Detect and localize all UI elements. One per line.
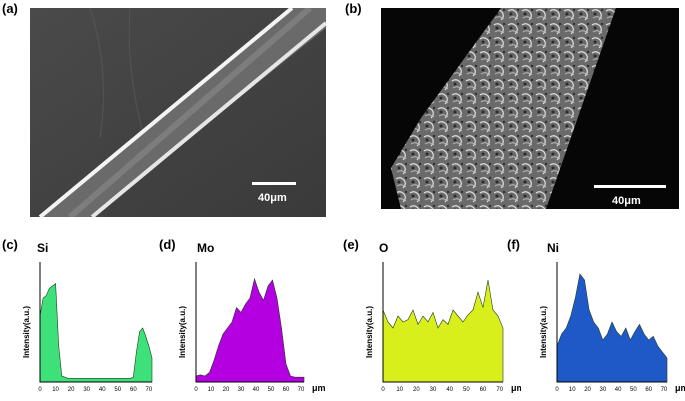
scale-bar-label-b: 40μm: [612, 195, 641, 207]
x-tick-label: 30: [238, 387, 245, 393]
panel-label-e: (e): [343, 237, 359, 252]
area-series-f: [556, 273, 668, 383]
x-tick-label: 0: [381, 387, 385, 393]
x-tick-label: 30: [599, 387, 606, 393]
x-tick-label: 10: [396, 387, 403, 393]
x-tick-label: 20: [68, 387, 75, 393]
linescan-chart-mo: 0 10 20 30 40 50 60 70 Intensity(a.u.) μm: [178, 262, 326, 393]
panel-label-b: (b): [345, 1, 362, 16]
axes-c: [39, 262, 152, 383]
x-tick-label: 40: [99, 387, 106, 393]
x-tick-label: 60: [645, 387, 652, 393]
x-tick-label: 10: [208, 387, 215, 393]
x-tick-label: 40: [253, 387, 260, 393]
area-series-e: [382, 279, 504, 383]
x-tick-label: 0: [38, 387, 42, 393]
x-tick-label: 50: [463, 387, 470, 393]
x-tick-label: 60: [130, 387, 137, 393]
x-tick-label: 40: [446, 387, 453, 393]
y-axis-label: Intensity(a.u.): [22, 306, 31, 358]
x-tick-label: 50: [268, 387, 275, 393]
x-tick-label: 50: [630, 387, 637, 393]
sem-image-b: 40μm: [381, 8, 679, 209]
sem-fiber-graphic-a: [30, 8, 326, 217]
element-label-si: Si: [37, 241, 49, 255]
x-tick-label: 70: [298, 387, 305, 393]
x-tick-label: 60: [480, 387, 487, 393]
x-tick-label: 10: [52, 387, 59, 393]
panel-label-d: (d): [159, 237, 176, 252]
x-tick-label: 40: [615, 387, 622, 393]
x-axis-unit-label: μm: [511, 383, 521, 393]
scale-bar-b: [594, 185, 666, 188]
x-tick-label: 0: [555, 387, 559, 393]
area-series-c: [39, 283, 153, 383]
y-axis-label: Intensity(a.u.): [539, 306, 548, 358]
linescan-chart-ni: 0 10 20 30 40 50 60 70 Intensity(a.u.) μm: [539, 262, 685, 393]
x-tick-label: 60: [283, 387, 290, 393]
x-tick-label: 70: [661, 387, 668, 393]
x-tick-label: 20: [584, 387, 591, 393]
x-axis-unit-label: μm: [675, 383, 685, 393]
y-axis-label: Intensity(a.u.): [178, 306, 187, 358]
area-series-d: [195, 277, 305, 383]
x-tick-label: 50: [114, 387, 121, 393]
sem-image-a: 40μm: [30, 8, 326, 217]
sem-nanosheet-graphic-b: [381, 8, 679, 209]
axes-d: [195, 262, 304, 383]
panel-label-a: (a): [2, 1, 18, 16]
element-label-mo: Mo: [197, 241, 215, 255]
axes-e: [382, 262, 503, 383]
linescan-chart-o: 0 10 20 30 40 50 60 70 Intensity(a.u.) μm: [365, 262, 521, 393]
panel-label-c: (c): [2, 237, 18, 252]
x-tick-label: 10: [569, 387, 576, 393]
panel-label-f: (f): [507, 237, 520, 252]
element-label-o: O: [379, 241, 389, 255]
x-tick-label: 70: [146, 387, 153, 393]
axes-f: [556, 262, 667, 383]
x-tick-label: 20: [413, 387, 420, 393]
scale-bar-a: [252, 182, 296, 185]
x-tick-label: 20: [223, 387, 230, 393]
y-axis-label: Intensity(a.u.): [365, 306, 374, 358]
x-tick-label: 0: [194, 387, 198, 393]
x-tick-label: 30: [430, 387, 437, 393]
scale-bar-label-a: 40μm: [258, 192, 287, 204]
x-tick-label: 30: [83, 387, 90, 393]
x-tick-label: 70: [496, 387, 503, 393]
element-label-ni: Ni: [547, 241, 559, 255]
x-axis-unit-label: μm: [312, 383, 326, 393]
